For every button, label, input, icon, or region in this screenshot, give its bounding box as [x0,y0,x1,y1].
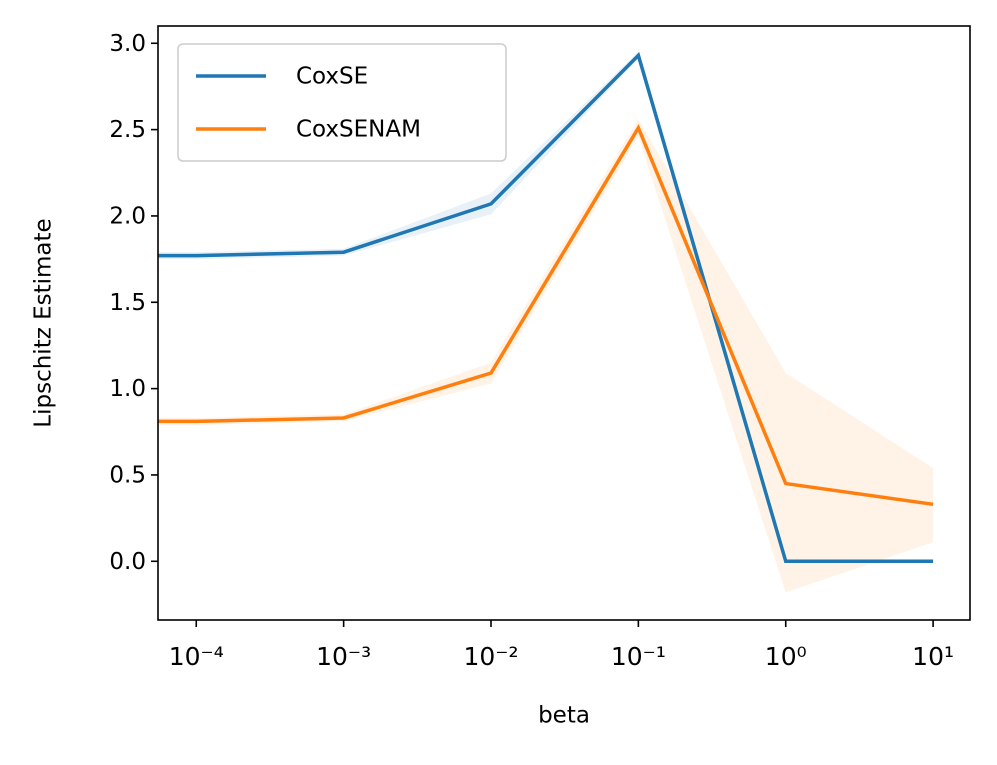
legend-label: CoxSE [296,64,368,90]
plot-area [158,51,934,593]
legend-label: CoxSENAM [296,117,421,143]
series-line [158,52,934,564]
x-axis-label: beta [538,703,590,729]
x-tick-label: 10⁻⁴ [169,642,224,671]
y-tick-label: 1.0 [109,376,146,402]
y-tick-label: 2.0 [109,203,146,229]
axes-frame [157,25,971,621]
legend-box [177,43,507,162]
x-tick-label: 10⁻¹ [611,642,666,671]
y-tick-label: 2.5 [109,117,146,143]
y-tick-label: 1.5 [109,290,146,316]
y-axis-label: Lipschitz Estimate [31,218,57,427]
confidence-band [158,119,934,593]
x-tick-label: 10⁰ [765,642,807,671]
x-tick-label: 10⁻³ [316,642,371,671]
confidence-band [158,51,934,564]
y-tick-label: 0.0 [109,549,146,575]
x-tick-label: 10⁻² [463,642,518,671]
y-tick-label: 3.0 [109,31,146,57]
y-tick-label: 0.5 [109,462,146,488]
series-line [158,124,934,507]
x-tick-label: 10¹ [912,642,954,671]
